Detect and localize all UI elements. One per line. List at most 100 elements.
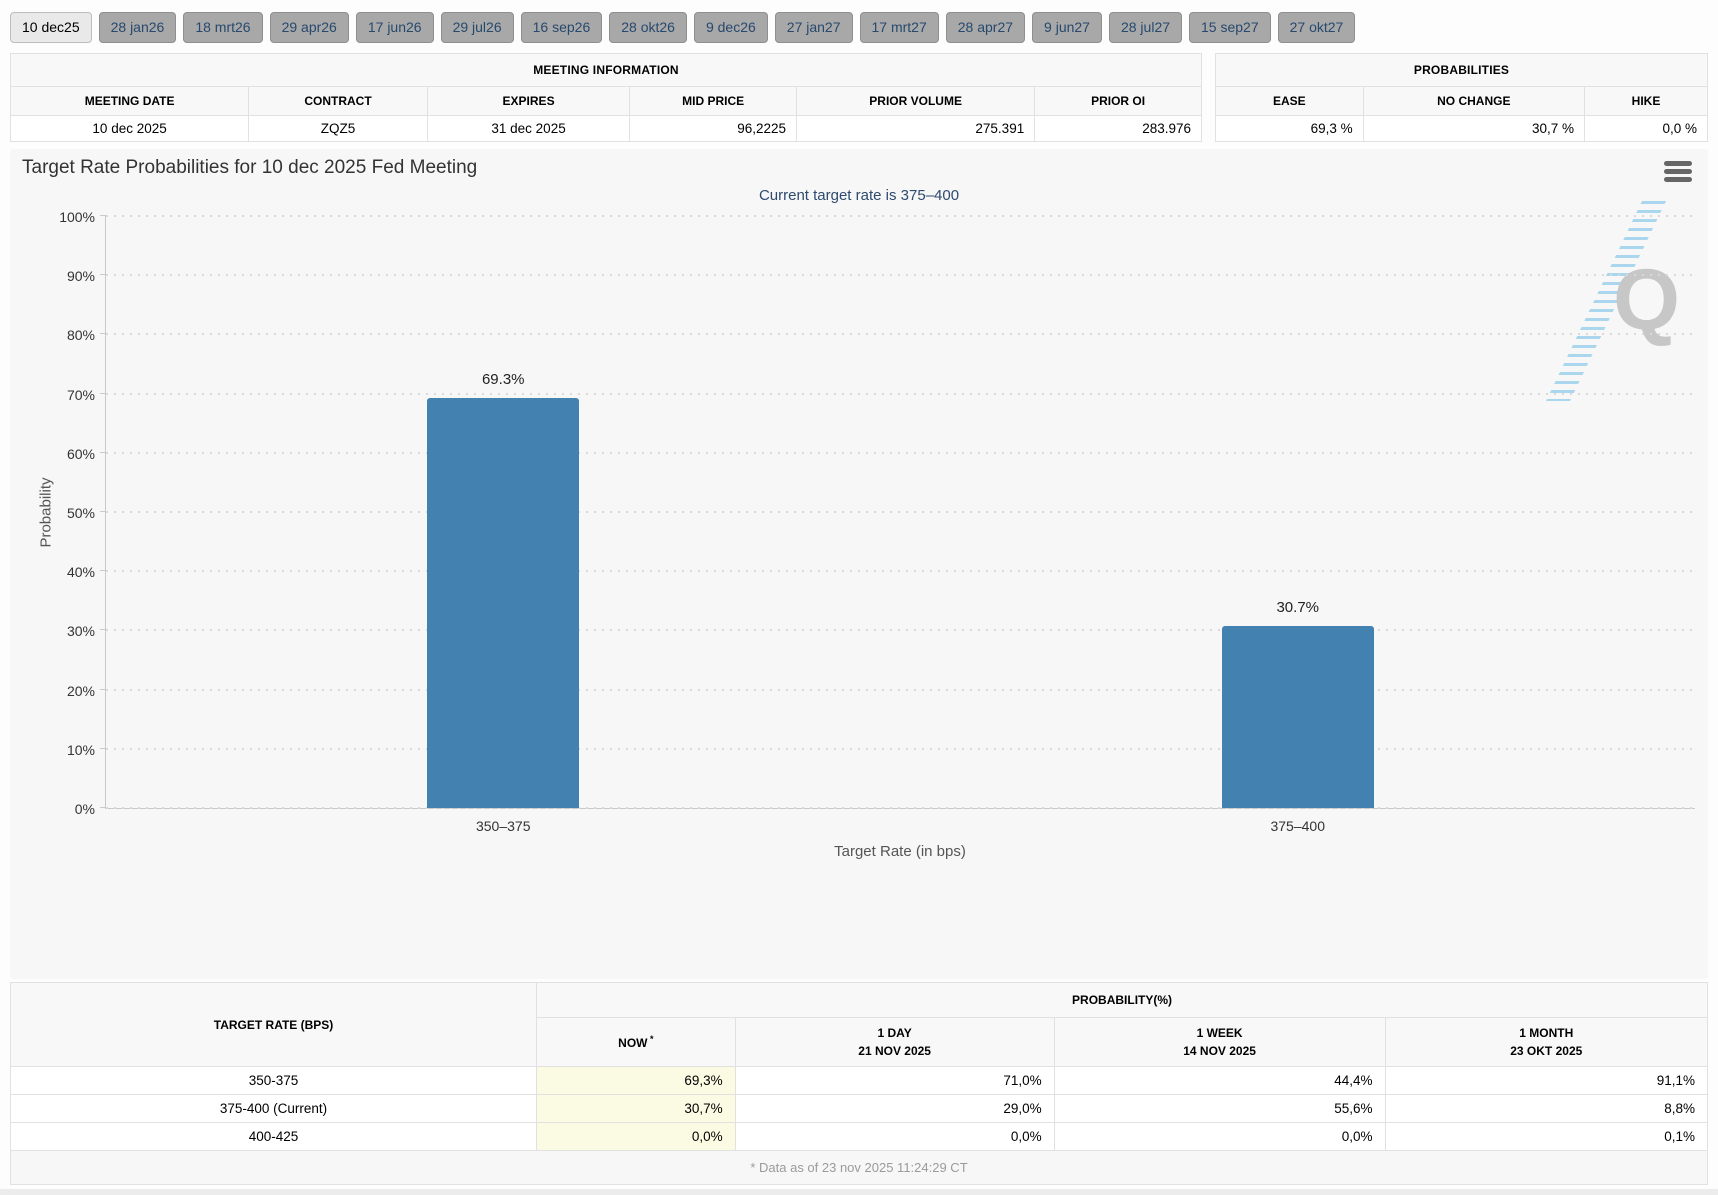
probability-1day-cell: 29,0% [734, 1094, 1055, 1123]
y-gridline [106, 807, 1695, 809]
meeting-date-tab[interactable]: 18 mrt26 [183, 12, 263, 43]
meeting-date-tab[interactable]: 27 jan27 [774, 12, 853, 43]
meeting-info-column-header: EXPIRES [426, 86, 631, 116]
target-rate-bps-header: TARGET RATE (BPS) [9, 982, 538, 1067]
y-tick-mark [100, 215, 106, 216]
rate-table-row: 375-400 (Current) 30,7% 29,0% 55,6% 8,8% [9, 1094, 1709, 1123]
y-tick-label: 30% [66, 623, 95, 640]
y-gridline [106, 747, 1695, 750]
y-tick-mark [100, 451, 106, 453]
rate-table-body: 350-375 69,3% 71,0% 44,4% 91,1% 375-400 (Curr… [9, 1066, 1709, 1151]
y-tick-mark [100, 747, 106, 749]
meeting-date-tab[interactable]: 28 okt26 [609, 12, 687, 43]
target-rate-table: TARGET RATE (BPS) PROBABILITY(%) NOW * 1 … [9, 982, 1709, 1185]
subheader-date: 21 NOV 2025 [858, 1044, 931, 1058]
y-gridline [106, 629, 1695, 632]
y-tick-label: 80% [66, 327, 95, 344]
probabilities-column-header: HIKE [1583, 86, 1709, 116]
meeting-information-title: MEETING INFORMATION [10, 53, 1202, 87]
bar-slot: 69.3% 350–375 [106, 216, 901, 834]
probabilities-title: PROBABILITIES [1215, 53, 1708, 87]
meeting-date-tab[interactable]: 15 sep27 [1189, 12, 1271, 43]
chart-subtitle: Current target rate is 375–400 [758, 187, 960, 204]
meeting-date-tab[interactable]: 17 jun26 [355, 12, 434, 43]
meeting-date-tab[interactable]: 29 jul26 [440, 12, 514, 43]
subheader-date: 14 NOV 2025 [1183, 1044, 1256, 1058]
probability-bar[interactable] [1221, 626, 1374, 808]
meeting-info-column-header: PRIOR VOLUME [796, 86, 1036, 116]
meeting-date-tab[interactable]: 28 apr27 [945, 12, 1026, 43]
y-tick-label: 90% [66, 268, 95, 285]
probabilities-data-row: 69,3 % 30,7 % 0,0 % [1215, 115, 1709, 142]
probability-now-cell: 0,0% [536, 1122, 736, 1151]
hamburger-icon-bar [1664, 161, 1692, 166]
meeting-info-column-header: CONTRACT [248, 86, 428, 116]
probability-1week-cell: 0,0% [1053, 1122, 1386, 1151]
y-tick-mark [100, 274, 106, 276]
chart-export-menu-button[interactable] [1664, 161, 1692, 182]
y-gridline [106, 511, 1695, 513]
probability-bar[interactable] [427, 397, 580, 808]
y-tick-mark [100, 807, 106, 808]
probabilities-column-header: NO CHANGE [1362, 86, 1585, 116]
rate-table-subheader-row: NOW * 1 DAY 21 NOV 2025 1 WEEK 14 NOV 2025 1 … [11, 1017, 1709, 1067]
y-tick-label: 70% [66, 386, 95, 403]
meeting-info-column-header: MID PRICE [629, 86, 798, 116]
x-axis-title: Target Rate (in bps) [834, 843, 966, 860]
meeting-date-tab[interactable]: 10 dec25 [10, 12, 92, 43]
rate-range-cell: 400-425 [9, 1122, 538, 1151]
y-tick-label: 60% [66, 445, 95, 462]
y-tick-label: 40% [66, 564, 95, 581]
y-gridline [106, 392, 1695, 395]
meeting-date-tab[interactable]: 9 jun27 [1032, 12, 1102, 43]
probabilities-table: PROBABILITIES EASE NO CHANGE HIKE 69,3 % 30… [1215, 53, 1709, 142]
probability-1month-cell: 91,1% [1384, 1066, 1709, 1095]
y-tick-label: 50% [66, 505, 95, 521]
rate-range-cell: 375-400 (Current) [9, 1094, 538, 1123]
probability-1day-cell: 0,0% [734, 1122, 1055, 1151]
bar-slot: 30.7% 375–400 [901, 216, 1696, 834]
meeting-date-tab[interactable]: 28 jul27 [1108, 12, 1183, 43]
meeting-date-tab[interactable]: 9 dec26 [693, 12, 768, 43]
bar-value-label: 30.7% [1276, 599, 1320, 617]
probabilities-header-row: EASE NO CHANGE HIKE [1215, 86, 1709, 116]
subheader-label: 1 DAY [877, 1026, 912, 1040]
y-tick-mark [100, 629, 106, 631]
meeting-info-data-row: 10 dec 2025 ZQZ5 31 dec 2025 96,2225 275.391… [9, 115, 1202, 142]
meeting-info-header-row: MEETING DATE CONTRACT EXPIRES MID PRICE PRIO… [9, 86, 1202, 116]
meeting-info-value: 10 dec 2025 [9, 115, 250, 142]
rate-table-subheader: 1 MONTH 23 OKT 2025 [1384, 1017, 1709, 1067]
chart-panel: Target Rate Probabilities for 10 dec 202… [10, 149, 1708, 979]
probability-1week-cell: 55,6% [1053, 1094, 1386, 1123]
meeting-info-value: 96,2225 [629, 115, 798, 142]
y-tick-mark [100, 392, 106, 394]
y-tick-label: 20% [66, 682, 95, 699]
meeting-info-value: 275.391 [796, 115, 1036, 142]
y-gridline [106, 688, 1695, 691]
plot-area: 0% 10% 20% 30% 40% 50% 60% 70% 80% 90% 100% 69.3% 35… [59, 209, 1696, 834]
bar-value-label: 69.3% [481, 370, 525, 388]
subheader-label: NOW * [618, 1033, 654, 1050]
meeting-date-tab[interactable]: 17 mrt27 [859, 12, 939, 43]
meeting-date-tab[interactable]: 29 apr26 [269, 12, 349, 43]
y-gridline [106, 451, 1695, 454]
meeting-date-tab[interactable]: 27 okt27 [1277, 12, 1356, 43]
subheader-label: 1 MONTH [1519, 1026, 1574, 1040]
meeting-info-column-header: MEETING DATE [9, 86, 250, 116]
y-tick-mark [100, 688, 106, 690]
probability-1week-cell: 44,4% [1053, 1066, 1386, 1095]
meeting-info-value: ZQZ5 [248, 115, 428, 142]
hamburger-icon-bar [1664, 177, 1692, 182]
meeting-date-tab[interactable]: 28 jan26 [98, 12, 177, 43]
y-tick-label: 100% [59, 209, 95, 225]
probability-pct-group-header: PROBABILITY(%) [536, 982, 1708, 1018]
probabilities-column-header: EASE [1215, 86, 1364, 116]
hamburger-icon-bar [1664, 169, 1692, 174]
probability-now-cell: 30,7% [536, 1094, 736, 1123]
meeting-date-tab[interactable]: 16 sep26 [520, 12, 603, 43]
y-tick-label: 10% [66, 741, 95, 758]
chart-title: Target Rate Probabilities for 10 dec 202… [22, 157, 478, 178]
rate-table-row: 400-425 0,0% 0,0% 0,0% 0,1% [9, 1122, 1709, 1151]
meeting-information-table: MEETING INFORMATION MEETING DATE CONTRACT… [9, 53, 1202, 142]
y-gridline [106, 333, 1695, 336]
